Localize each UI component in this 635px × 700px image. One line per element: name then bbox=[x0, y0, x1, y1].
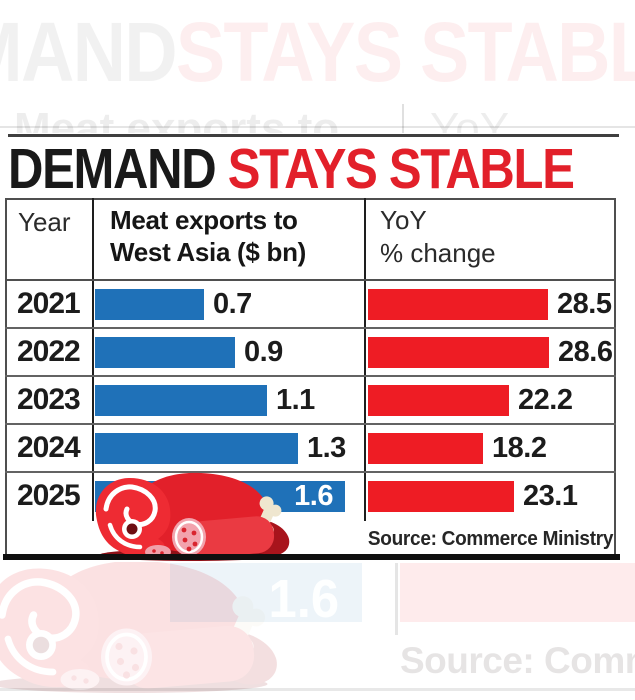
title-red-part: STAYS STABLE bbox=[227, 137, 575, 201]
exports-value-label: 1.3 bbox=[307, 432, 346, 464]
row-line-4 bbox=[5, 471, 616, 473]
yoy-value-label: 28.5 bbox=[557, 288, 612, 320]
title-space bbox=[215, 137, 227, 201]
title-black-part: DEMAND bbox=[8, 137, 217, 201]
year-label: 2023 bbox=[17, 383, 81, 416]
table-row: 2023 1.1 22.2 bbox=[0, 376, 635, 423]
ghost-table-border bbox=[0, 126, 635, 128]
yoy-value-label: 18.2 bbox=[492, 432, 547, 464]
chart-title: DEMAND STAYS STABLE bbox=[8, 137, 575, 201]
ghost-bottom-rule bbox=[0, 688, 635, 691]
meat-icon bbox=[86, 467, 298, 561]
row-line-2 bbox=[5, 375, 616, 377]
yoy-value-label: 22.2 bbox=[518, 384, 573, 416]
year-label: 2022 bbox=[17, 335, 81, 368]
ghost-blue-bar bbox=[170, 563, 362, 622]
yoy-bar bbox=[368, 385, 509, 416]
main-graphic: DEMAND STAYS STABLE Year Meat exports to… bbox=[0, 133, 635, 562]
column-divider-1 bbox=[92, 198, 94, 521]
ghost-red-bar bbox=[400, 563, 635, 622]
yoy-bar bbox=[368, 433, 483, 464]
year-label: 2024 bbox=[17, 431, 81, 464]
exports-value-label: 0.7 bbox=[213, 288, 252, 320]
yoy-bar bbox=[368, 289, 548, 320]
ghost-bar-label: 1.6 bbox=[268, 569, 340, 629]
table-row: 2022 0.9 28.6 bbox=[0, 328, 635, 375]
column-header-exports: Meat exports to West Asia ($ bn) bbox=[110, 204, 306, 268]
top-rule bbox=[8, 134, 619, 137]
column-header-yoy-line1: YoY bbox=[380, 205, 427, 235]
header-bottom-line bbox=[5, 279, 616, 281]
ghost-column-divider-2 bbox=[395, 563, 398, 635]
yoy-bar bbox=[368, 337, 549, 368]
ghost-source-text: Source: Commerce Ministry bbox=[400, 640, 635, 681]
exports-bar bbox=[95, 433, 298, 464]
exports-bar bbox=[95, 385, 267, 416]
ghost-title-black: DEMAND bbox=[0, 5, 178, 99]
yoy-value-label: 28.6 bbox=[558, 336, 613, 368]
column-header-exports-line2: West Asia ($ bn) bbox=[110, 237, 307, 267]
table-row: 2024 1.3 18.2 bbox=[0, 424, 635, 471]
year-label: 2021 bbox=[17, 287, 81, 320]
exports-bar bbox=[95, 337, 235, 368]
row-line-3 bbox=[5, 423, 616, 425]
row-line-1 bbox=[5, 327, 616, 329]
yoy-bar bbox=[368, 481, 514, 512]
column-header-yoy-line2: % change bbox=[380, 238, 496, 268]
exports-value-label: 0.9 bbox=[244, 336, 283, 368]
column-header-exports-line1: Meat exports to bbox=[110, 205, 298, 235]
bottom-rule bbox=[3, 554, 620, 560]
exports-bar bbox=[95, 289, 204, 320]
column-header-yoy: YoY % change bbox=[380, 204, 496, 270]
column-divider-2 bbox=[364, 198, 366, 521]
source-text: Source: Commerce Ministry bbox=[367, 528, 614, 550]
column-header-year: Year bbox=[18, 207, 71, 237]
table-row: 2021 0.7 28.5 bbox=[0, 280, 635, 327]
exports-value-label: 1.6 bbox=[294, 480, 333, 512]
ghost-title-red: STAYS STABLE bbox=[175, 5, 635, 99]
yoy-value-label: 23.1 bbox=[523, 480, 578, 512]
ghost-column-divider bbox=[402, 104, 404, 133]
year-label: 2025 bbox=[17, 479, 81, 512]
exports-value-label: 1.1 bbox=[276, 384, 315, 416]
